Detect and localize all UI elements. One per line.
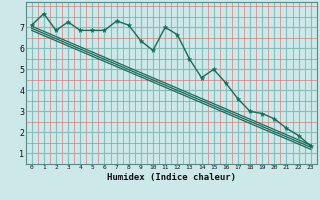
X-axis label: Humidex (Indice chaleur): Humidex (Indice chaleur) xyxy=(107,173,236,182)
